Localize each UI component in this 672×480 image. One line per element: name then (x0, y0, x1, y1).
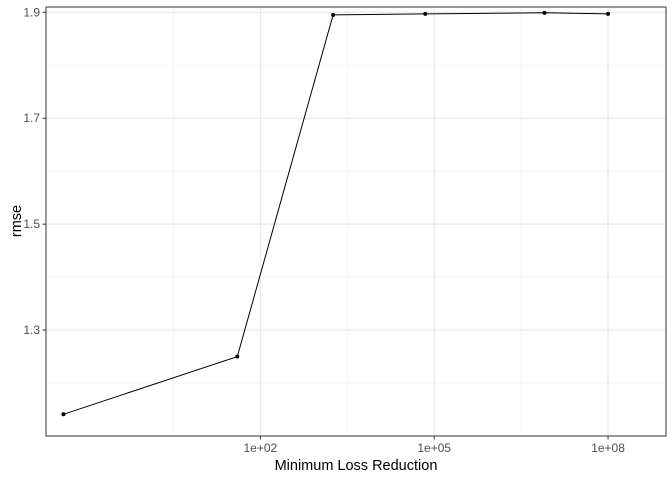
x-tick-label: 1e+08 (591, 441, 625, 455)
data-point (331, 12, 336, 17)
data-point (542, 10, 547, 15)
plot-border (45, 6, 667, 437)
x-tick-label: 1e+05 (417, 441, 451, 455)
y-tick-label: 1.5 (23, 217, 40, 231)
data-point (235, 354, 240, 359)
axis-tick-labels: 1e+02 1e+05 1e+08 1.3 1.5 1.7 1.9 (23, 5, 625, 455)
x-axis-title: Minimum Loss Reduction (275, 458, 438, 474)
series-layer (61, 10, 611, 417)
y-tick-label: 1.3 (23, 323, 40, 337)
x-tick-label: 1e+02 (244, 441, 278, 455)
axis-ticks (42, 11, 609, 440)
data-point (61, 412, 66, 417)
y-tick-label: 1.9 (23, 5, 40, 19)
data-point (423, 11, 428, 16)
y-axis-title: rmse (9, 205, 25, 237)
data-point (606, 11, 611, 16)
major-gridlines (46, 7, 666, 436)
minor-gridlines (46, 7, 666, 436)
y-tick-label: 1.7 (23, 111, 40, 125)
plot-panel (46, 7, 666, 436)
series-line (63, 12, 609, 415)
